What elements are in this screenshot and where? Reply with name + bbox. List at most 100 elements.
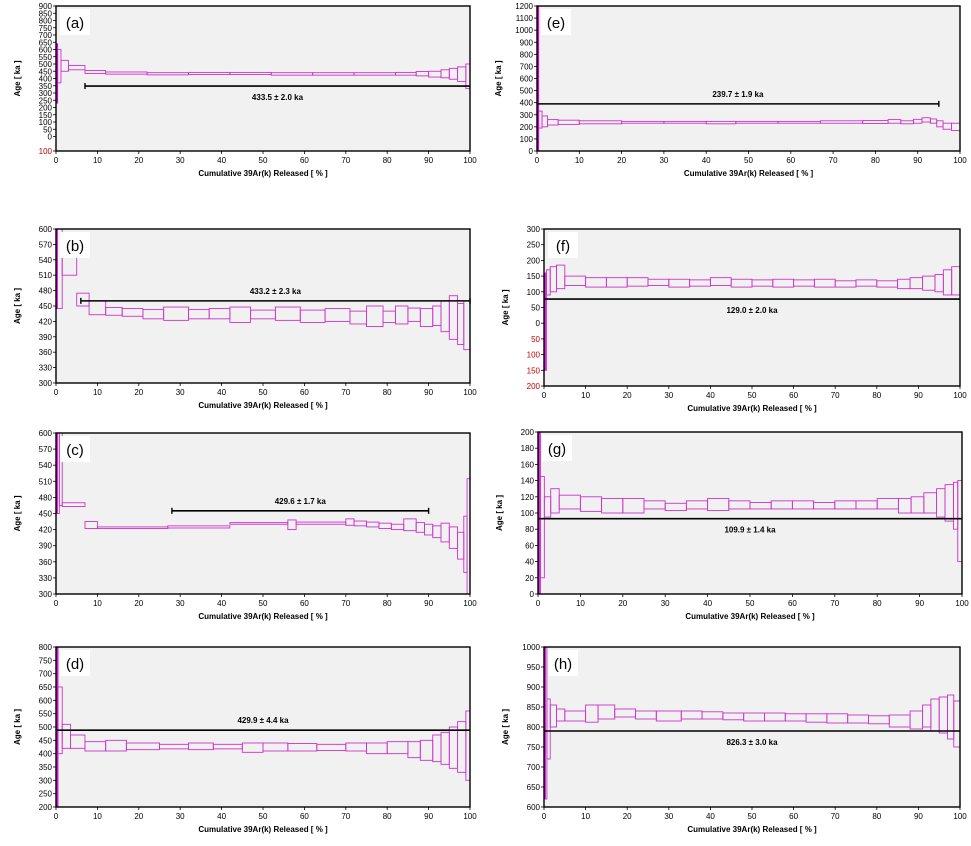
plot-area xyxy=(544,229,960,386)
y-tick-label: 600 xyxy=(39,46,53,55)
x-tick-label: 100 xyxy=(463,156,477,165)
x-tick-label: 60 xyxy=(300,156,309,165)
chart-panel-d: 200 250 300 350 400 450 500 550 600 650 700 750 800 0… xyxy=(13,643,477,834)
panel-label: (f) xyxy=(556,238,570,255)
y-tick-label: 360 xyxy=(39,558,53,567)
x-tick-label: 0 xyxy=(54,599,59,608)
x-axis-title: Cumulative 39Ar(k) Released [ % ] xyxy=(684,169,814,178)
y-tick-label: 800 xyxy=(527,723,541,732)
x-axis-title: Cumulative 39Ar(k) Released [ % ] xyxy=(687,825,817,834)
panel-label-box xyxy=(548,650,578,676)
x-axis-title: Cumulative 39Ar(k) Released [ % ] xyxy=(685,612,815,621)
x-tick-label: 50 xyxy=(746,599,755,608)
x-tick-label: 90 xyxy=(424,156,433,165)
x-axis-title: Cumulative 39Ar(k) Released [ % ] xyxy=(198,825,328,834)
y-tick-label: 0 xyxy=(48,133,53,142)
x-tick-label: 70 xyxy=(341,812,350,821)
x-tick-label: 30 xyxy=(659,156,668,165)
y-tick-label: 160 xyxy=(521,460,535,469)
plot-frame xyxy=(536,5,961,152)
x-tick-label: 40 xyxy=(217,599,226,608)
x-tick-label: 100 xyxy=(953,391,967,400)
x-tick-label: 50 xyxy=(748,391,757,400)
y-axis-title: Age [ ka ] xyxy=(495,495,504,531)
age-step-box xyxy=(540,476,545,579)
age-step-box xyxy=(57,686,63,755)
panel-label-box xyxy=(60,436,90,462)
x-tick-label: 10 xyxy=(93,599,102,608)
y-tick-label: 300 xyxy=(39,89,53,98)
y-tick-label: 20 xyxy=(525,574,534,583)
x-tick-label: 20 xyxy=(623,812,632,821)
y-tick-label: 900 xyxy=(520,38,534,47)
x-tick-label: 80 xyxy=(873,599,882,608)
x-tick-label: 0 xyxy=(54,156,59,165)
y-tick-label: 200 xyxy=(521,428,535,437)
panel-label: (g) xyxy=(548,441,566,458)
x-tick-label: 40 xyxy=(706,391,715,400)
plot-frame xyxy=(543,646,961,808)
x-tick-label: 100 xyxy=(463,812,477,821)
x-tick-label: 70 xyxy=(341,599,350,608)
y-tick-label: 400 xyxy=(39,75,53,84)
y-axis-title: Age [ ka ] xyxy=(13,709,22,745)
y-tick-label: 600 xyxy=(39,696,53,705)
x-tick-label: 40 xyxy=(702,156,711,165)
y-tick-label: 510 xyxy=(39,271,53,280)
panel-label-box xyxy=(60,650,90,676)
x-tick-label: 100 xyxy=(953,156,967,165)
x-tick-label: 80 xyxy=(383,156,392,165)
y-tick-label: 300 xyxy=(39,776,53,785)
x-tick-label: 50 xyxy=(744,156,753,165)
x-tick-label: 100 xyxy=(463,599,477,608)
plateau-age-label: 129.0 ± 2.0 ka xyxy=(726,306,778,315)
y-tick-label: 0 xyxy=(529,147,534,156)
plot-area xyxy=(56,647,470,807)
panel-label: (b) xyxy=(66,238,84,255)
y-tick-label: 750 xyxy=(39,24,53,33)
y-tick-label: 100 xyxy=(521,509,535,518)
plot-frame xyxy=(537,431,963,595)
x-tick-label: 90 xyxy=(424,812,433,821)
plot-frame xyxy=(55,646,471,808)
y-tick-label: 1100 xyxy=(516,14,534,23)
x-tick-label: 10 xyxy=(581,391,590,400)
y-tick-label: 510 xyxy=(39,477,53,486)
y-tick-label: 900 xyxy=(527,683,541,692)
y-tick-label: 50 xyxy=(531,335,540,344)
y-tick-label: 300 xyxy=(39,379,53,388)
plot-frame xyxy=(55,432,471,595)
x-tick-label: 50 xyxy=(259,812,268,821)
y-tick-label: 250 xyxy=(39,96,53,105)
y-tick-label: 540 xyxy=(39,461,53,470)
y-tick-label: 650 xyxy=(39,38,53,47)
x-tick-label: 100 xyxy=(463,388,477,397)
x-tick-label: 100 xyxy=(953,812,967,821)
y-tick-label: 500 xyxy=(39,723,53,732)
y-tick-label: 950 xyxy=(527,663,541,672)
y-tick-label: 300 xyxy=(527,225,541,234)
x-tick-label: 30 xyxy=(664,812,673,821)
chart-panel-b: 300 330 360 390 420 450 480 510 540 570 600 0 10 20 30… xyxy=(13,225,477,410)
y-tick-label: 700 xyxy=(39,670,53,679)
x-tick-label: 80 xyxy=(871,156,880,165)
y-tick-label: 250 xyxy=(527,241,541,250)
panel-label-box xyxy=(60,9,90,35)
x-tick-label: 30 xyxy=(661,599,670,608)
x-axis-title: Cumulative 39Ar(k) Released [ % ] xyxy=(687,404,817,413)
y-tick-label: 0 xyxy=(536,319,541,328)
y-tick-label: 180 xyxy=(521,444,535,453)
y-tick-label: 300 xyxy=(520,111,534,120)
x-tick-label: 60 xyxy=(788,599,797,608)
y-tick-label: 550 xyxy=(39,53,53,62)
x-tick-label: 80 xyxy=(872,812,881,821)
y-tick-label: 100 xyxy=(39,118,53,127)
age-step-box xyxy=(167,525,231,529)
x-tick-label: 90 xyxy=(915,599,924,608)
y-axis-title: Age [ ka ] xyxy=(501,289,510,325)
x-tick-label: 90 xyxy=(914,812,923,821)
x-tick-label: 100 xyxy=(955,599,969,608)
y-tick-label: 550 xyxy=(39,710,53,719)
x-tick-label: 20 xyxy=(618,599,627,608)
